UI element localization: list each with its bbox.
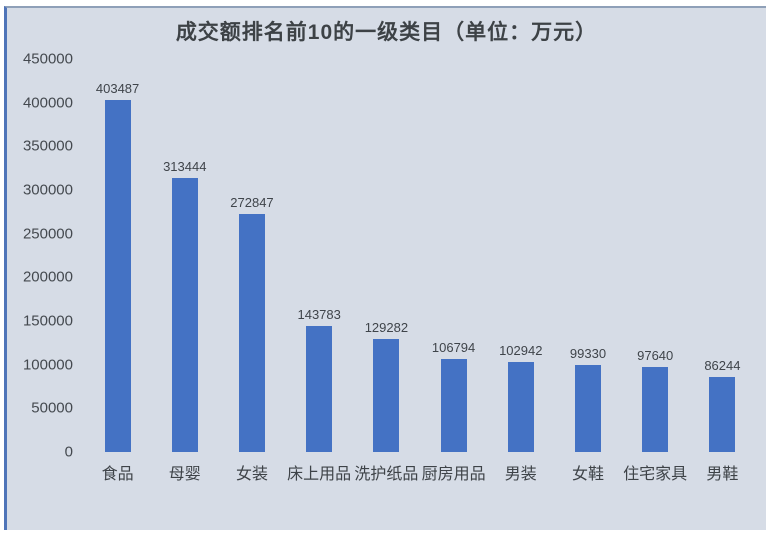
bar-value-label: 86244 — [704, 357, 741, 373]
bar-0 — [104, 99, 131, 452]
x-category-label: 食品 — [101, 466, 134, 483]
bar-value-label: 129282 — [364, 320, 409, 336]
x-category-label: 女装 — [235, 466, 268, 483]
x-category-label: 洗护纸品 — [354, 466, 419, 483]
chart-panel: 成交额排名前10的一级类目（单位：万元） 450000 400000 350000 3… — [4, 6, 766, 530]
x-category-label: 男装 — [504, 466, 537, 483]
bar-7 — [575, 365, 601, 452]
bar-value-label: 106794 — [431, 339, 476, 355]
y-tick-label: 300000 — [22, 181, 73, 199]
x-axis: 食品 母婴 女装 床上用品 洗护纸品 厨房用品 男装 女鞋 住宅家具 男鞋 — [84, 460, 756, 483]
plot-area: 403487 313444 272847 143783 129282 106794 1029… — [84, 59, 756, 452]
bar-1 — [171, 178, 198, 452]
y-tick-label: 400000 — [22, 94, 73, 112]
bar-value-label: 99330 — [569, 346, 607, 362]
y-axis: 450000 400000 350000 300000 250000 200000 1500… — [7, 51, 73, 461]
chart-title: 成交额排名前10的一级类目（单位：万元） — [175, 21, 598, 44]
y-tick-label: 0 — [64, 443, 73, 461]
x-category-label: 母婴 — [168, 466, 201, 483]
bar-value-label: 403487 — [95, 80, 140, 96]
bar-value-label: 313444 — [163, 159, 207, 175]
bar-2 — [239, 213, 265, 452]
bar-value-label: 102942 — [499, 343, 543, 359]
x-category-label: 厨房用品 — [421, 466, 486, 483]
y-tick-label: 250000 — [22, 225, 73, 243]
y-tick-label: 50000 — [31, 399, 73, 417]
bar-value-label: 272847 — [230, 194, 274, 210]
x-category-label: 女鞋 — [571, 466, 604, 483]
y-tick-label: 350000 — [22, 137, 73, 155]
y-tick-label: 100000 — [22, 356, 73, 374]
y-tick-label: 450000 — [22, 50, 73, 68]
bar-value-label: 143783 — [297, 307, 341, 323]
bar-6 — [507, 362, 534, 452]
bar-4 — [373, 339, 400, 452]
bar-8 — [642, 366, 669, 452]
y-tick-label: 150000 — [22, 312, 73, 330]
x-category-label: 住宅家具 — [623, 466, 688, 483]
bar-value-label: 97640 — [637, 347, 674, 363]
bar-3 — [306, 326, 333, 452]
x-category-label: 男鞋 — [706, 466, 739, 483]
y-tick-label: 200000 — [22, 268, 73, 286]
x-category-label: 床上用品 — [287, 466, 352, 483]
bar-9 — [709, 376, 736, 452]
bar-5 — [440, 358, 467, 452]
